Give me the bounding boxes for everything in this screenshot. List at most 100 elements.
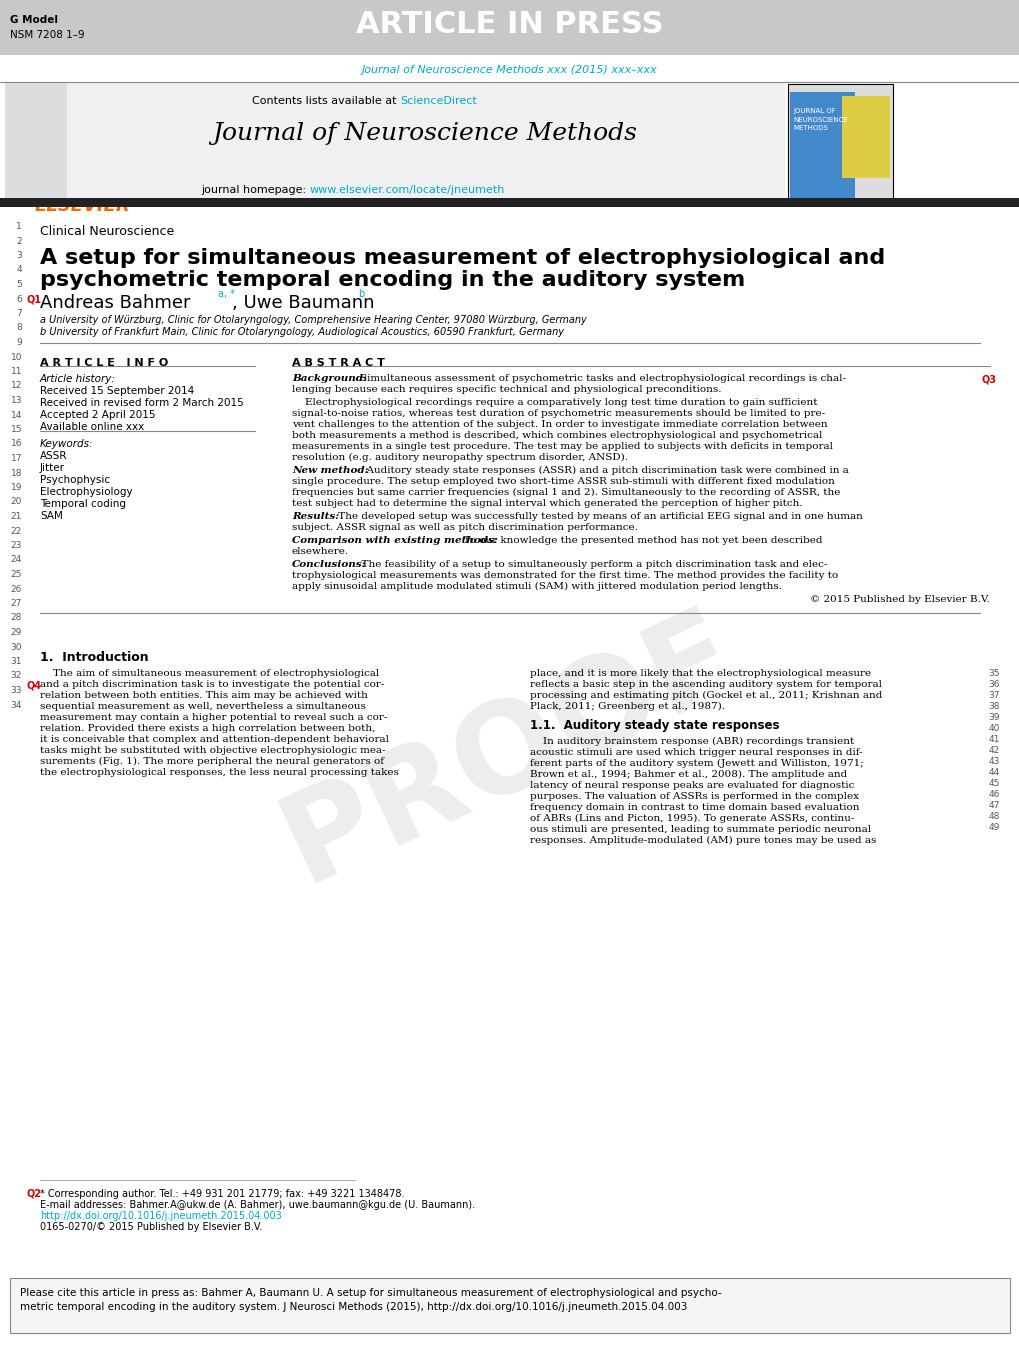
Text: 47: 47 (987, 801, 999, 811)
Text: E-mail addresses: Bahmer.A@ukw.de (A. Bahmer), uwe.baumann@kgu.de (U. Baumann).: E-mail addresses: Bahmer.A@ukw.de (A. Ba… (40, 1200, 475, 1210)
Text: Q4: Q4 (26, 680, 42, 690)
Text: ASSR: ASSR (40, 451, 67, 461)
Bar (0, 199, 1019, 207)
Text: 12: 12 (10, 381, 22, 390)
Text: 14: 14 (10, 411, 22, 420)
Text: 24: 24 (11, 555, 22, 565)
Bar (10, 1278, 1009, 1333)
Text: Received 15 September 2014: Received 15 September 2014 (40, 386, 194, 396)
Text: 48: 48 (987, 812, 999, 821)
Bar (790, 92, 854, 200)
Text: 38: 38 (987, 703, 999, 711)
Text: Journal of Neuroscience Methods: Journal of Neuroscience Methods (212, 122, 637, 145)
Text: 17: 17 (10, 454, 22, 463)
Text: Background:: Background: (291, 374, 367, 382)
Text: A setup for simultaneous measurement of electrophysiological and: A setup for simultaneous measurement of … (40, 249, 884, 267)
Text: 3: 3 (16, 251, 22, 259)
Text: elsewhere.: elsewhere. (291, 547, 348, 557)
Text: ARTICLE IN PRESS: ARTICLE IN PRESS (356, 9, 663, 39)
Text: 19: 19 (10, 484, 22, 492)
Text: it is conceivable that complex and attention-dependent behavioral: it is conceivable that complex and atten… (40, 735, 388, 744)
Text: PROOF: PROOF (264, 593, 755, 908)
Text: apply sinusoidal amplitude modulated stimuli (SAM) with jittered modulation peri: apply sinusoidal amplitude modulated sti… (291, 582, 782, 592)
Text: test subject had to determine the signal interval which generated the perception: test subject had to determine the signal… (291, 499, 802, 508)
Text: signal-to-noise ratios, whereas test duration of psychometric measurements shoul: signal-to-noise ratios, whereas test dur… (291, 409, 824, 417)
Text: The developed setup was successfully tested by means of an artificial EEG signal: The developed setup was successfully tes… (334, 512, 862, 521)
Text: a, *: a, * (218, 289, 234, 299)
Text: processing and estimating pitch (Gockel et al., 2011; Krishnan and: processing and estimating pitch (Gockel … (530, 690, 881, 700)
Text: 25: 25 (10, 570, 22, 580)
Text: relation. Provided there exists a high correlation between both,: relation. Provided there exists a high c… (40, 724, 375, 734)
Text: trophysiological measurements was demonstrated for the first time. The method pr: trophysiological measurements was demons… (291, 571, 838, 580)
Text: 21: 21 (10, 512, 22, 521)
Text: 31: 31 (10, 657, 22, 666)
Text: b University of Frankfurt Main, Clinic for Otolaryngology, Audiological Acoustic: b University of Frankfurt Main, Clinic f… (40, 327, 564, 336)
Text: www.elsevier.com/locate/jneumeth: www.elsevier.com/locate/jneumeth (310, 185, 504, 195)
Text: 16: 16 (10, 439, 22, 449)
Text: purposes. The valuation of ASSRs is performed in the complex: purposes. The valuation of ASSRs is perf… (530, 792, 858, 801)
Text: 1.1.  Auditory steady state responses: 1.1. Auditory steady state responses (530, 719, 779, 732)
Text: acoustic stimuli are used which trigger neural responses in dif-: acoustic stimuli are used which trigger … (530, 748, 862, 757)
Text: journal homepage:: journal homepage: (201, 185, 310, 195)
Text: Contents lists available at: Contents lists available at (252, 96, 399, 105)
Text: JOURNAL OF
NEUROSCIENCE
METHODS: JOURNAL OF NEUROSCIENCE METHODS (792, 108, 847, 131)
Text: 49: 49 (987, 823, 999, 832)
Text: relation between both entities. This aim may be achieved with: relation between both entities. This aim… (40, 690, 368, 700)
Text: single procedure. The setup employed two short-time ASSR sub-stimuli with differ: single procedure. The setup employed two… (291, 477, 835, 486)
Text: vent challenges to the attention of the subject. In order to investigate immedia: vent challenges to the attention of the … (291, 420, 826, 430)
Text: Andreas Bahmer: Andreas Bahmer (40, 295, 191, 312)
Text: http://dx.doi.org/10.1016/j.jneumeth.2015.04.003: http://dx.doi.org/10.1016/j.jneumeth.201… (40, 1210, 281, 1221)
Text: Q1: Q1 (26, 295, 42, 304)
Text: 32: 32 (10, 671, 22, 681)
Text: 44: 44 (987, 767, 999, 777)
Text: both measurements a method is described, which combines electrophysiological and: both measurements a method is described,… (291, 431, 821, 440)
Text: 4: 4 (16, 266, 22, 274)
Text: 8: 8 (16, 323, 22, 332)
Bar (65, 82, 785, 200)
Text: 1.  Introduction: 1. Introduction (40, 651, 149, 663)
Text: 29: 29 (10, 628, 22, 638)
Text: lenging because each requires specific technical and physiological preconditions: lenging because each requires specific t… (291, 385, 720, 394)
Text: subject. ASSR signal as well as pitch discrimination performance.: subject. ASSR signal as well as pitch di… (291, 523, 637, 532)
Text: Results:: Results: (291, 512, 338, 521)
Text: latency of neural response peaks are evaluated for diagnostic: latency of neural response peaks are eva… (530, 781, 854, 790)
Text: ELSEVIER: ELSEVIER (35, 197, 130, 215)
Text: responses. Amplitude-modulated (AM) pure tones may be used as: responses. Amplitude-modulated (AM) pure… (530, 836, 875, 846)
Text: of ABRs (Lins and Picton, 1995). To generate ASSRs, continu-: of ABRs (Lins and Picton, 1995). To gene… (530, 815, 854, 823)
Text: G Model: G Model (10, 15, 58, 26)
Text: 35: 35 (987, 669, 999, 678)
Text: * Corresponding author. Tel.: +49 931 201 21779; fax: +49 3221 1348478.: * Corresponding author. Tel.: +49 931 20… (40, 1189, 405, 1198)
Text: 43: 43 (987, 757, 999, 766)
Text: 10: 10 (10, 353, 22, 362)
Text: Available online xxx: Available online xxx (40, 422, 144, 432)
Text: metric temporal encoding in the auditory system. J Neurosci Methods (2015), http: metric temporal encoding in the auditory… (20, 1302, 687, 1312)
Text: 27: 27 (10, 598, 22, 608)
Text: 42: 42 (987, 746, 999, 755)
Text: Please cite this article in press as: Bahmer A, Baumann U. A setup for simultane: Please cite this article in press as: Ba… (20, 1288, 721, 1298)
Text: measurement may contain a higher potential to reveal such a cor-: measurement may contain a higher potenti… (40, 713, 387, 721)
Text: SAM: SAM (40, 511, 63, 521)
Text: the electrophysiological responses, the less neural processing takes: the electrophysiological responses, the … (40, 767, 398, 777)
Text: 22: 22 (11, 527, 22, 535)
Text: 34: 34 (10, 701, 22, 709)
Text: Article history:: Article history: (40, 374, 116, 384)
Text: b: b (358, 289, 364, 299)
Text: reflects a basic step in the ascending auditory system for temporal: reflects a basic step in the ascending a… (530, 680, 881, 689)
Text: Conclusions:: Conclusions: (291, 561, 366, 569)
Text: 2: 2 (16, 236, 22, 246)
Text: measurements in a single test procedure. The test may be applied to subjects wit: measurements in a single test procedure.… (291, 442, 833, 451)
Text: tasks might be substituted with objective electrophysiologic mea-: tasks might be substituted with objectiv… (40, 746, 385, 755)
Text: frequency domain in contrast to time domain based evaluation: frequency domain in contrast to time dom… (530, 802, 859, 812)
Text: 37: 37 (987, 690, 999, 700)
Text: 40: 40 (987, 724, 999, 734)
Text: New method:: New method: (291, 466, 368, 476)
Text: 5: 5 (16, 280, 22, 289)
Text: 28: 28 (10, 613, 22, 623)
Text: Simultaneous assessment of psychometric tasks and electrophysiological recording: Simultaneous assessment of psychometric … (360, 374, 845, 382)
Text: 13: 13 (10, 396, 22, 405)
Text: Jitter: Jitter (40, 463, 65, 473)
Text: 7: 7 (16, 309, 22, 317)
Text: 20: 20 (10, 497, 22, 507)
Text: 0165-0270/© 2015 Published by Elsevier B.V.: 0165-0270/© 2015 Published by Elsevier B… (40, 1223, 262, 1232)
Text: 9: 9 (16, 338, 22, 347)
